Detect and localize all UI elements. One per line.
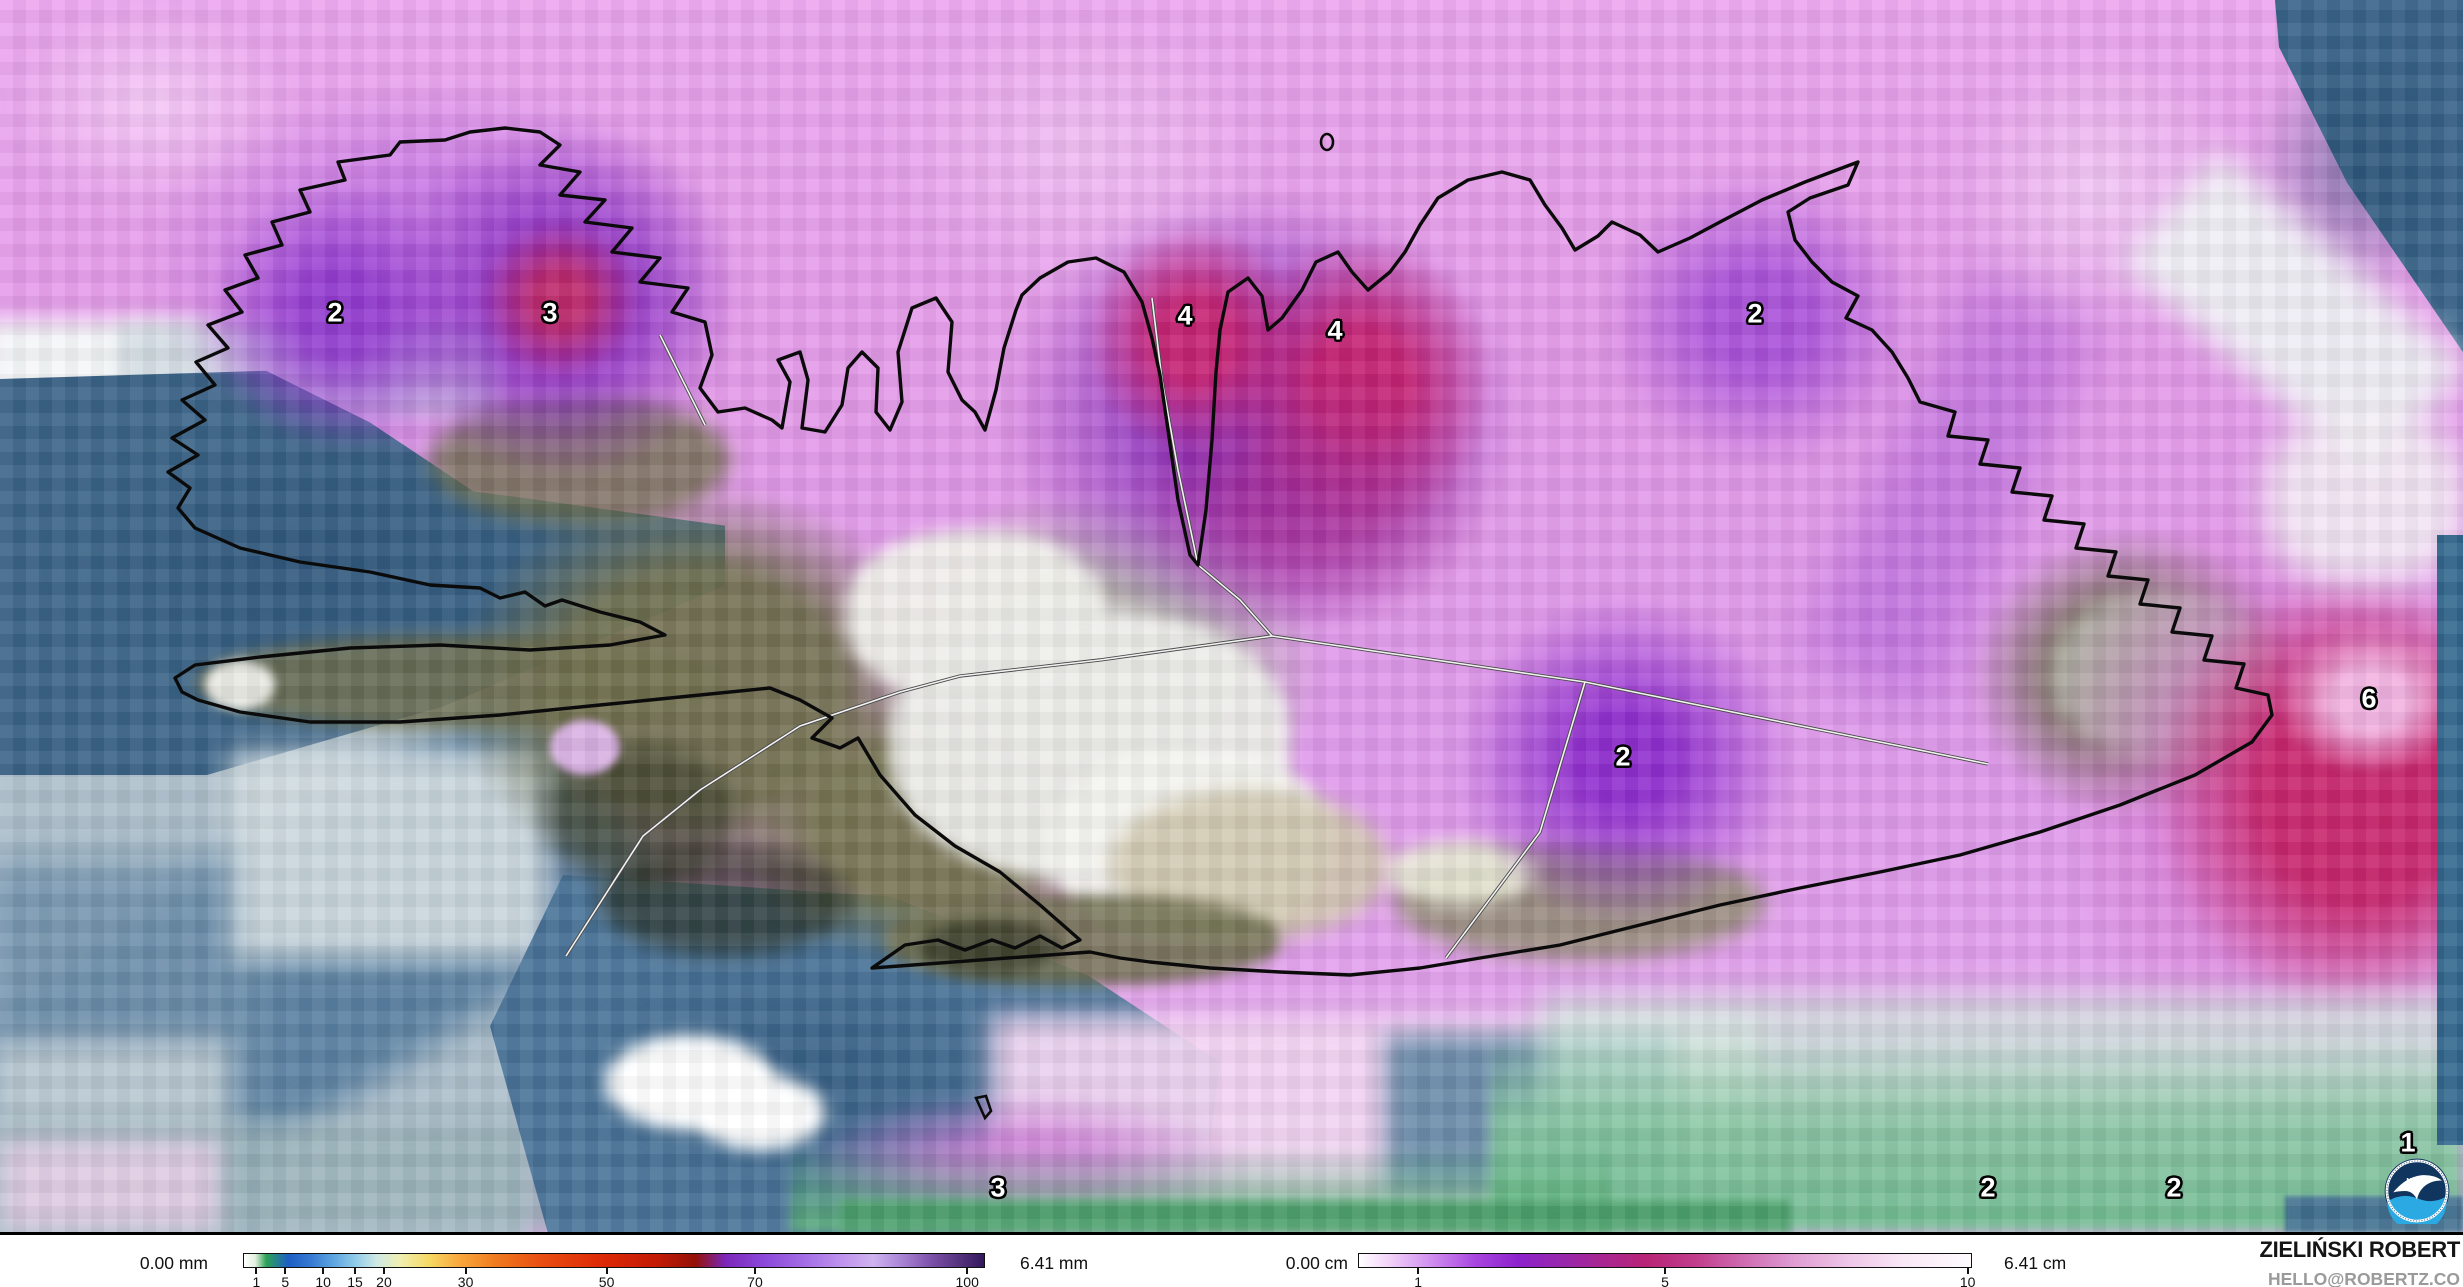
legend-tick-label: 10 bbox=[315, 1274, 331, 1287]
map-shading-layer bbox=[205, 660, 275, 710]
map-shading-layer bbox=[840, 1200, 1790, 1232]
legend-tick-mark bbox=[255, 1268, 258, 1274]
legend-mm-max-label: 6.41 mm bbox=[1020, 1253, 1089, 1273]
vestmannaeyjar-outline bbox=[974, 1094, 993, 1121]
map-shading-layer bbox=[920, 920, 1060, 975]
legend-tick-mark bbox=[464, 1268, 467, 1274]
map-shading-layer bbox=[600, 845, 850, 955]
attribution-name: ZIELIŃSKI ROBERT bbox=[2259, 1237, 2460, 1262]
legend-tick-label: 100 bbox=[955, 1274, 979, 1287]
map-shading-layer bbox=[1130, 370, 1490, 630]
map-shading-layer bbox=[2275, 625, 2463, 775]
map-value-label: 2 bbox=[2166, 1172, 2182, 1203]
legend-tick-mark bbox=[1966, 1268, 1969, 1274]
legend-tick-mark bbox=[354, 1268, 357, 1274]
legend-tick-mark bbox=[1664, 1268, 1666, 1274]
legend-tick-label: 5 bbox=[281, 1274, 290, 1287]
map-shading-layer bbox=[0, 1140, 220, 1230]
map-value-label: 6 bbox=[2361, 683, 2377, 714]
legend-cm-max-label: 6.41 cm bbox=[2004, 1253, 2067, 1273]
legend-tick-label: 10 bbox=[1959, 1274, 1976, 1287]
legend-tick-mark bbox=[284, 1268, 287, 1274]
legend-tick-mark bbox=[605, 1268, 608, 1274]
legend-tick-label: 20 bbox=[376, 1274, 392, 1287]
legend-tick-mark bbox=[382, 1268, 385, 1274]
legend-mm-ticks: 1 5 10 15 20 30 50 70 100 bbox=[243, 1268, 985, 1287]
legend-tick-mark bbox=[1417, 1268, 1420, 1274]
legend-tick-label: 30 bbox=[457, 1274, 474, 1287]
legend-tick-mark bbox=[753, 1268, 756, 1274]
legend-tick-label: 15 bbox=[347, 1274, 363, 1287]
noaa-logo: NOAA bbox=[2384, 1158, 2450, 1232]
attribution-email: HELLO@ROBERTZ.CO bbox=[2267, 1269, 2460, 1287]
legend-bar: 0.00 mm 1 5 10 15 20 30 50 70 100 6.41 mm 0.00 c… bbox=[0, 1232, 2463, 1287]
coastline-overlay bbox=[166, 126, 2274, 1121]
attribution: ZIELIŃSKI ROBERT HELLO@ROBERTZ.CO bbox=[2259, 1237, 2460, 1287]
legend-mm-min-label: 0.00 mm bbox=[139, 1253, 208, 1273]
map-value-label: 2 bbox=[1980, 1172, 1996, 1203]
legend-tick-mark bbox=[322, 1268, 325, 1274]
legend-tick-label: 70 bbox=[747, 1274, 763, 1287]
map-value-label: 3 bbox=[990, 1172, 1006, 1203]
map-value-label: 2 bbox=[1747, 298, 1763, 329]
legend-mm-colorbar bbox=[243, 1253, 985, 1268]
map-value-label: 2 bbox=[327, 297, 343, 328]
map-value-label: 4 bbox=[1177, 300, 1193, 331]
region-boundary-lines bbox=[564, 297, 1989, 960]
iceland-coastline bbox=[166, 126, 2274, 977]
legend-tick-label: 1 bbox=[1414, 1274, 1423, 1287]
map-canvas[interactable]: 2 3 4 4 2 2 6 3 2 2 1 NOAA bbox=[0, 0, 2463, 1232]
map-value-label: 3 bbox=[542, 297, 558, 328]
map-value-label: 1 bbox=[2400, 1127, 2416, 1158]
map-value-label: 4 bbox=[1327, 315, 1343, 346]
legend-tick-label: 1 bbox=[252, 1274, 261, 1287]
sea-strip-east bbox=[2437, 535, 2463, 1145]
map-shading-layer bbox=[550, 720, 620, 775]
legend-cm-ticks: 1 5 10 bbox=[1358, 1268, 1975, 1287]
map-value-label: 2 bbox=[1615, 741, 1631, 772]
noaa-logo-text: NOAA bbox=[2406, 1176, 2428, 1185]
legend-cm-min-label: 0.00 cm bbox=[1285, 1253, 1348, 1273]
map-shading-layer bbox=[0, 0, 2463, 1232]
map-shading-layer bbox=[2265, 415, 2463, 585]
legend-tick-label: 50 bbox=[598, 1274, 615, 1287]
snow-blob-northeast bbox=[1600, 170, 1920, 470]
legend-cm-colorbar bbox=[1358, 1253, 1972, 1268]
legend-tick-label: 5 bbox=[1661, 1274, 1669, 1287]
grimsey-island-outline bbox=[1319, 132, 1335, 152]
snow-max-westfjords bbox=[475, 215, 645, 385]
legend-tick-mark bbox=[966, 1268, 969, 1274]
